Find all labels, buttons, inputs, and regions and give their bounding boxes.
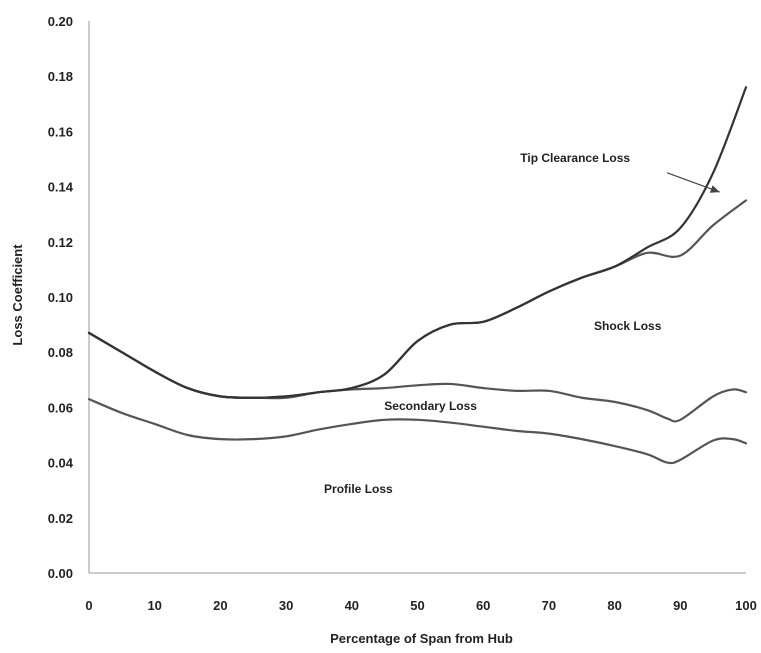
y-tick-label: 0.06 (48, 400, 73, 415)
annotation-arrow-line (666, 172, 720, 193)
y-tick-label: 0.14 (48, 180, 74, 195)
x-tick-label: 60 (476, 598, 490, 613)
annotation-arrow-head (709, 185, 720, 193)
x-tick-label: 40 (345, 598, 359, 613)
y-tick-label: 0.10 (48, 290, 73, 305)
y-tick-label: 0.04 (48, 456, 74, 471)
y-tick-label: 0.16 (48, 124, 73, 139)
annotation-label: Secondary Loss (384, 399, 477, 413)
x-tick-label: 90 (673, 598, 687, 613)
annotations: Tip Clearance Loss Shock Loss Secondary Lo… (324, 151, 720, 496)
annotation-label: Profile Loss (324, 482, 393, 496)
y-tick-label: 0.02 (48, 511, 73, 526)
series-line-4 (87, 86, 748, 399)
series-line-3 (87, 199, 748, 399)
annotation-label: Tip Clearance Loss (520, 151, 630, 165)
axes (88, 21, 746, 574)
series-line-1 (87, 398, 748, 465)
annotation-label: Shock Loss (594, 319, 662, 333)
x-tick-label: 20 (213, 598, 227, 613)
x-tick-label: 80 (607, 598, 621, 613)
x-tick-label: 30 (279, 598, 293, 613)
tick-labels: 0 10 20 30 40 50 60 70 80 90 100 0.00 0.02 0.04 0.06 0.… (48, 14, 757, 613)
x-tick-label: 70 (542, 598, 556, 613)
x-tick-label: 50 (410, 598, 424, 613)
x-tick-label: 0 (85, 598, 92, 613)
y-axis-title: Loss Coefficient (10, 244, 25, 346)
y-tick-label: 0.12 (48, 235, 73, 250)
x-tick-label: 10 (147, 598, 161, 613)
series-lines (87, 86, 748, 465)
x-tick-label: 100 (735, 598, 757, 613)
x-axis-title: Percentage of Span from Hub (330, 631, 513, 646)
y-tick-label: 0.00 (48, 566, 73, 581)
y-tick-label: 0.08 (48, 345, 73, 360)
y-tick-label: 0.20 (48, 14, 73, 29)
y-tick-label: 0.18 (48, 69, 73, 84)
